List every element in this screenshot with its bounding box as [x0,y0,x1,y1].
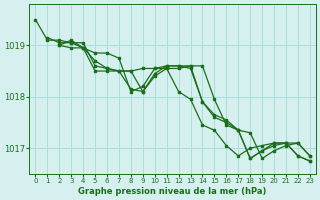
X-axis label: Graphe pression niveau de la mer (hPa): Graphe pression niveau de la mer (hPa) [78,187,267,196]
